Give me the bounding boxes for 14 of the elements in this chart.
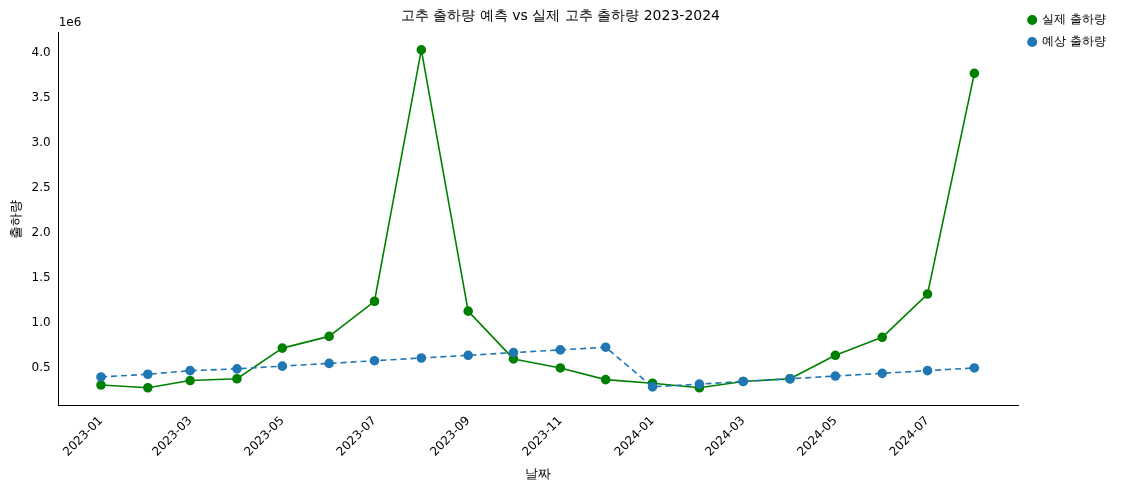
y-tick-label: 3.0 xyxy=(31,134,51,149)
y-axis-title: 출하량 xyxy=(8,199,24,239)
y-tick-label: 0.5 xyxy=(31,360,51,375)
y-tick-label: 3.5 xyxy=(31,89,51,104)
legend-label: 예상 출하량 xyxy=(1042,34,1107,49)
x-axis-title: 날짜 xyxy=(525,465,552,481)
legend-label: 실제 출하량 xyxy=(1042,12,1107,27)
chart-title: 고추 출하량 예측 vs 실제 고추 출하량 2023-2024 xyxy=(400,7,721,24)
y-tick-label: 4.0 xyxy=(31,44,51,59)
y-tick-label: 2.0 xyxy=(31,224,51,239)
y-tick-label: 1.5 xyxy=(31,269,51,284)
text: 1e6 xyxy=(58,14,82,29)
y-tick-label: 1.0 xyxy=(31,315,51,330)
y-tick-label: 2.5 xyxy=(31,179,51,194)
